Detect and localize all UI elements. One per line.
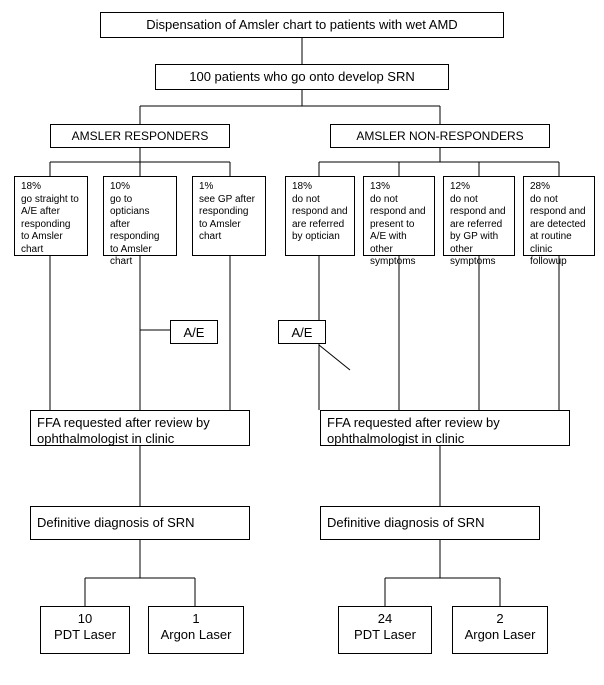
r3-txt: see GP after responding to Amsler chart <box>199 194 255 243</box>
nr1-pct: 18% <box>292 181 312 192</box>
out-r1-t: PDT Laser <box>354 627 416 642</box>
node-dispensation: Dispensation of Amsler chart to patients… <box>100 12 504 38</box>
node-out-r1: 24 PDT Laser <box>338 606 432 654</box>
out-l2-n: 1 <box>192 611 199 626</box>
nr2-txt: do not respond and present to A/E with o… <box>370 194 426 268</box>
node-r2: 10% go to opticians after responding to … <box>103 176 177 256</box>
nr3-pct: 12% <box>450 181 470 192</box>
r2-pct: 10% <box>110 181 130 192</box>
r1-pct: 18% <box>21 181 41 192</box>
nr4-txt: do not respond and are detected at routi… <box>530 194 586 268</box>
out-r1-n: 24 <box>378 611 392 626</box>
nr3-txt: do not respond and are referred by GP wi… <box>450 194 506 268</box>
node-nr2: 13% do not respond and present to A/E wi… <box>363 176 435 256</box>
out-r2-t: Argon Laser <box>465 627 536 642</box>
node-ffa-left: FFA requested after review by ophthalmol… <box>30 410 250 446</box>
node-ffa-right: FFA requested after review by ophthalmol… <box>320 410 570 446</box>
out-l1-n: 10 <box>78 611 92 626</box>
node-nr3: 12% do not respond and are referred by G… <box>443 176 515 256</box>
node-r3: 1% see GP after responding to Amsler cha… <box>192 176 266 256</box>
node-ae-right: A/E <box>278 320 326 344</box>
r2-txt: go to opticians after responding to Amsl… <box>110 194 159 268</box>
node-diag-left: Definitive diagnosis of SRN <box>30 506 250 540</box>
nr1-txt: do not respond and are referred by optic… <box>292 194 348 243</box>
node-100-patients: 100 patients who go onto develop SRN <box>155 64 449 90</box>
node-nr1: 18% do not respond and are referred by o… <box>285 176 355 256</box>
node-out-r2: 2 Argon Laser <box>452 606 548 654</box>
node-ae-left: A/E <box>170 320 218 344</box>
out-r2-n: 2 <box>496 611 503 626</box>
r3-pct: 1% <box>199 181 213 192</box>
nr4-pct: 28% <box>530 181 550 192</box>
node-diag-right: Definitive diagnosis of SRN <box>320 506 540 540</box>
nr2-pct: 13% <box>370 181 390 192</box>
node-nr4: 28% do not respond and are detected at r… <box>523 176 595 256</box>
out-l2-t: Argon Laser <box>161 627 232 642</box>
node-nonresponders-header: AMSLER NON-RESPONDERS <box>330 124 550 148</box>
node-out-l2: 1 Argon Laser <box>148 606 244 654</box>
node-out-l1: 10 PDT Laser <box>40 606 130 654</box>
node-r1: 18% go straight to A/E after responding … <box>14 176 88 256</box>
r1-txt: go straight to A/E after responding to A… <box>21 194 79 255</box>
out-l1-t: PDT Laser <box>54 627 116 642</box>
node-responders-header: AMSLER RESPONDERS <box>50 124 230 148</box>
